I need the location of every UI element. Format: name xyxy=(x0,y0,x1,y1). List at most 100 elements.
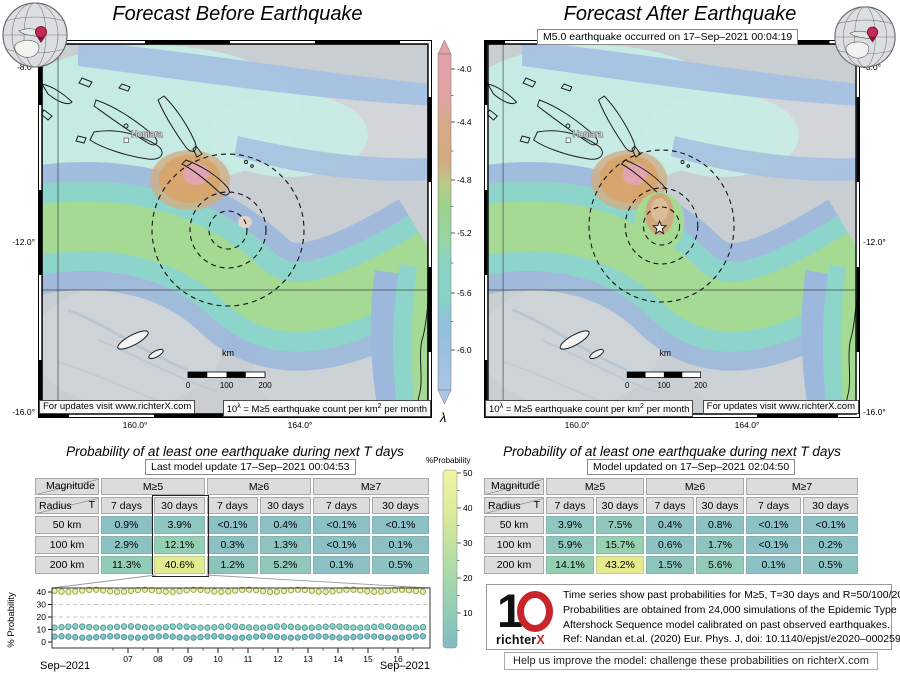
table-title-before: Probability of at least one earthquake d… xyxy=(66,444,404,459)
magnitude-group-header: M≥6 xyxy=(646,478,744,495)
svg-text:40: 40 xyxy=(37,587,47,597)
probability-cell: 0.5% xyxy=(372,556,429,574)
svg-text:-4.0: -4.0 xyxy=(457,64,472,74)
period-header: 30 days xyxy=(596,497,644,514)
lat-tick: -16.0° xyxy=(12,407,35,417)
model-description: Time series show past probabilities for … xyxy=(563,589,900,646)
model-info-box: 1 richterX Time series show past probabi… xyxy=(486,584,900,650)
probability-cell: 0.3% xyxy=(207,536,258,554)
map-before: For updates visit www.richterX.com 10λ =… xyxy=(38,40,432,418)
event-location-pin xyxy=(35,26,47,43)
event-location-pin xyxy=(866,26,879,43)
lon-tick: 164.0° xyxy=(287,420,313,430)
period-header: 7 days xyxy=(207,497,258,514)
lon-tick: 160.0° xyxy=(122,420,148,430)
probability-cell: 0.8% xyxy=(696,516,744,534)
probability-cell: 12.1% xyxy=(154,536,205,554)
svg-text:-5.2: -5.2 xyxy=(457,228,472,238)
logo-digit-zero xyxy=(517,591,553,632)
probability-cell: <0.1% xyxy=(372,516,429,534)
svg-text:% Probability: % Probability xyxy=(6,592,17,648)
probability-cell: 43.2% xyxy=(596,556,644,574)
challenge-link[interactable]: Help us improve the model: challenge the… xyxy=(504,652,878,670)
svg-text:10: 10 xyxy=(37,625,47,635)
svg-text:16: 16 xyxy=(393,654,403,664)
period-header: 30 days xyxy=(696,497,744,514)
corner-radius-t: Radius T xyxy=(35,497,99,514)
lat-tick: -8.0° xyxy=(16,62,35,72)
probability-cell: <0.1% xyxy=(746,516,801,534)
magnitude-group-header: M≥5 xyxy=(546,478,644,495)
svg-text:-4.8: -4.8 xyxy=(457,175,472,185)
period-header: 30 days xyxy=(803,497,858,514)
period-header: 7 days xyxy=(101,497,152,514)
svg-text:-4.4: -4.4 xyxy=(457,117,472,127)
probability-cell: 0.2% xyxy=(803,536,858,554)
probability-cell: <0.1% xyxy=(803,516,858,534)
probability-cell: 5.6% xyxy=(696,556,744,574)
probability-cell: 1.5% xyxy=(646,556,694,574)
probability-cell: 3.9% xyxy=(546,516,594,534)
rate-legend-note: 10λ = M≥5 earthquake count per km2 per m… xyxy=(222,400,431,418)
probability-cell: <0.1% xyxy=(313,536,370,554)
svg-text:13: 13 xyxy=(303,654,313,664)
period-header: 7 days xyxy=(546,497,594,514)
magnitude-group-header: M≥7 xyxy=(313,478,429,495)
svg-text:40: 40 xyxy=(463,503,473,513)
rate-legend-note: 10λ = M≥5 earthquake count per km2 per m… xyxy=(485,400,694,418)
svg-text:50: 50 xyxy=(463,468,473,478)
lat-tick: -12.0° xyxy=(863,237,886,247)
probability-cell: 0.1% xyxy=(746,556,801,574)
svg-text:Sep–2021: Sep–2021 xyxy=(40,660,90,672)
title-after: Forecast After Earthquake xyxy=(563,3,797,25)
probability-colorbar: %Probability 50 40 30 20 10 xyxy=(426,456,473,649)
svg-text:14: 14 xyxy=(333,654,343,664)
radius-row-label: 200 km xyxy=(35,556,99,574)
svg-text:-6.0: -6.0 xyxy=(457,345,472,355)
probability-cell: 1.2% xyxy=(207,556,258,574)
probability-cell: 40.6% xyxy=(154,556,205,574)
lon-tick: 160.0° xyxy=(564,420,590,430)
corner-magnitude: Magnitude xyxy=(484,478,544,495)
corner-radius-t: Radius T xyxy=(484,497,544,514)
svg-text:12: 12 xyxy=(273,654,283,664)
map-after: 10λ = M≥5 earthquake count per km2 per m… xyxy=(484,40,860,418)
series-r50 xyxy=(51,633,427,641)
probability-cell: <0.1% xyxy=(746,536,801,554)
probability-cell: 11.3% xyxy=(101,556,152,574)
probability-table-before: Magnitude M≥5 M≥6 M≥7 Radius T 7 days 30 days 7 … xyxy=(35,478,429,574)
corner-magnitude: Magnitude xyxy=(35,478,99,495)
series-r100 xyxy=(51,623,427,631)
event-banner: M5.0 earthquake occurred on 17–Sep–2021 … xyxy=(537,29,799,45)
svg-text:30: 30 xyxy=(463,538,473,548)
richterx-logo: 1 richterX xyxy=(496,584,558,647)
radius-row-label: 100 km xyxy=(484,536,544,554)
globe-locator-right xyxy=(834,6,896,68)
lat-tick: -8.0° xyxy=(863,62,882,72)
svg-text:20: 20 xyxy=(463,573,473,583)
period-header: 30 days xyxy=(260,497,311,514)
svg-text:09: 09 xyxy=(183,654,193,664)
lon-tick: 164.0° xyxy=(734,420,760,430)
svg-text:20: 20 xyxy=(37,612,47,622)
updates-note-link[interactable]: For updates visit www.richterX.com xyxy=(39,400,196,414)
svg-text:-5.6: -5.6 xyxy=(457,288,472,298)
probability-cell: 0.1% xyxy=(313,556,370,574)
updates-note-link[interactable]: For updates visit www.richterX.com xyxy=(702,400,859,414)
probability-colorbar-label: %Probability xyxy=(426,456,470,465)
svg-text:Sep–2021: Sep–2021 xyxy=(380,660,430,672)
radius-row-label: 50 km xyxy=(35,516,99,534)
lat-tick: -12.0° xyxy=(12,237,35,247)
period-header: 30 days xyxy=(154,497,205,514)
lat-tick: -16.0° xyxy=(863,407,886,417)
svg-text:15: 15 xyxy=(363,654,373,664)
radius-row-label: 50 km xyxy=(484,516,544,534)
probability-cell: 0.4% xyxy=(646,516,694,534)
period-header: 7 days xyxy=(746,497,801,514)
probability-cell: 0.5% xyxy=(803,556,858,574)
epicenter-star xyxy=(651,219,668,235)
table-title-after: Probability of at least one earthquake d… xyxy=(503,444,841,459)
forecast-radius-circles xyxy=(588,149,735,303)
globe-locator-left xyxy=(2,2,68,68)
